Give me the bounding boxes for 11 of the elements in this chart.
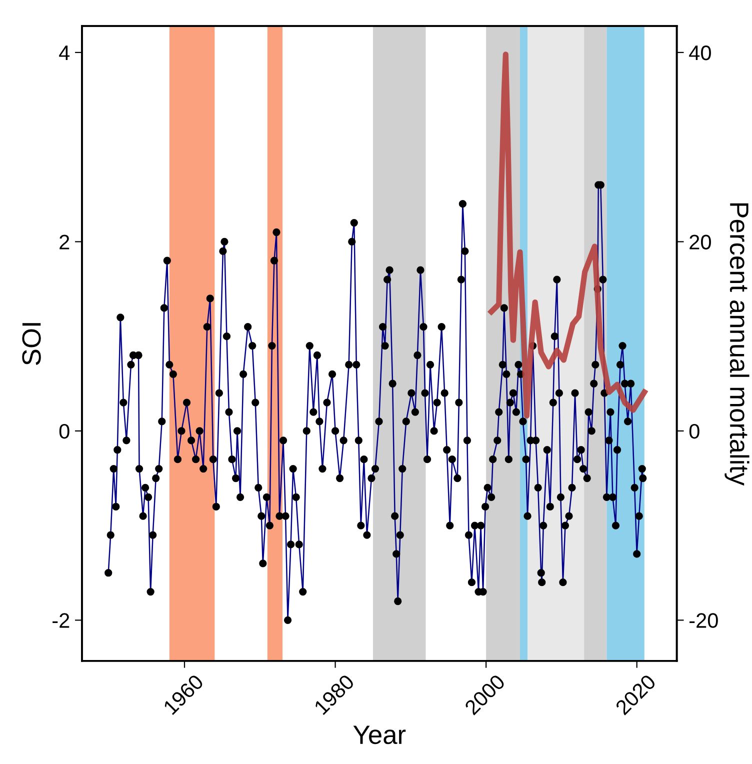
y-axis-title: SOI <box>22 323 41 365</box>
y2-axis-title: Percent annual mortality <box>724 203 750 486</box>
y-tick-label: 0 <box>59 424 70 439</box>
y2-tick-label: 0 <box>689 424 700 439</box>
y2-tick-label: 40 <box>689 45 711 60</box>
y-tick-label: 4 <box>59 46 70 60</box>
y2-tick-label: -20 <box>690 613 718 628</box>
y-tick-label: -2 <box>52 613 70 628</box>
y-tick-label: 2 <box>60 234 70 250</box>
y2-tick-label: 20 <box>690 234 711 250</box>
x-axis-title: Year <box>353 726 406 744</box>
